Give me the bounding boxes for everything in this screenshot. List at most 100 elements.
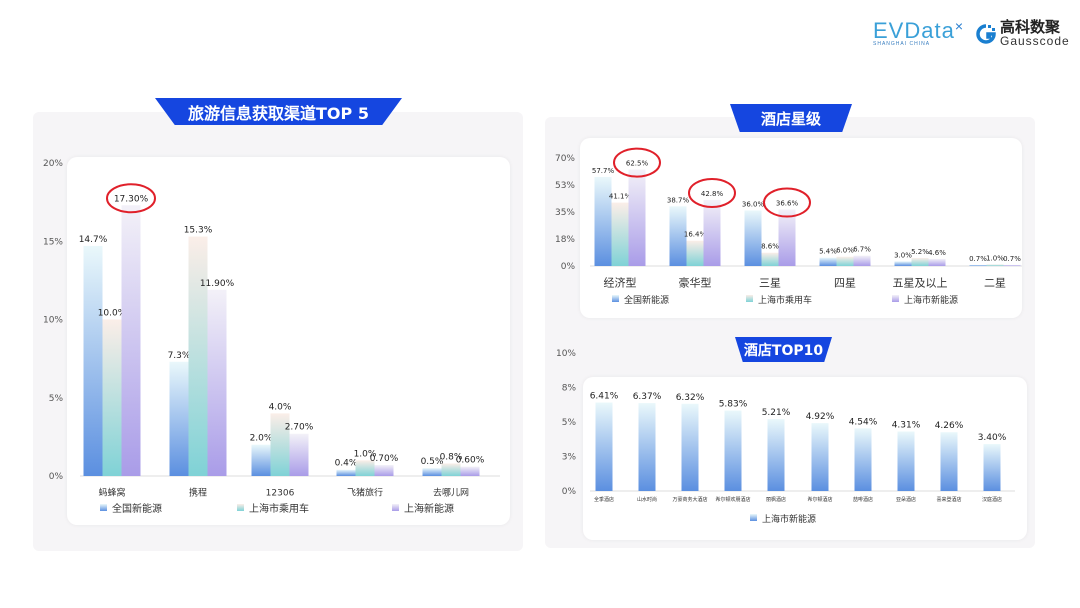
bar: [724, 410, 742, 491]
bar-value-label: 6.0%: [836, 247, 854, 255]
x-category-label: 去哪儿网: [433, 487, 469, 499]
bar: [767, 419, 785, 491]
gausscode-cn-name: 高科数聚: [1000, 19, 1061, 36]
y-tick-label: 10%: [43, 316, 63, 326]
bar-value-label: 2.0%: [250, 434, 273, 444]
bar: [669, 206, 687, 266]
bar: [911, 257, 929, 266]
bar: [894, 261, 912, 266]
legend-label: 上海市新能源: [762, 513, 816, 525]
bar-value-label: 15.3%: [184, 226, 213, 236]
legend-label: 全国新能源: [624, 294, 669, 306]
x-category-label: 四星: [834, 276, 856, 289]
bar-value-label: 36.0%: [742, 200, 765, 208]
bar-value-label: 14.7%: [79, 235, 108, 245]
y-tick-label: 18%: [555, 235, 575, 245]
bar-value-label: 6.32%: [676, 393, 705, 403]
x-category-label: 希尔顿酒店: [807, 496, 832, 503]
gausscode-logo: 高科数聚 Gausscode: [975, 20, 1070, 47]
legend-swatch: [392, 504, 399, 511]
bar: [897, 431, 915, 491]
bar: [628, 169, 646, 266]
x-category-label: 丽枫酒店: [766, 496, 786, 503]
bar-value-label: 0.60%: [456, 456, 485, 466]
bar-value-label: 0.4%: [335, 459, 358, 469]
bar-value-label: 16.4%: [684, 231, 707, 239]
bar: [638, 403, 656, 491]
y-tick-label: 8%: [562, 384, 577, 394]
bar-value-label: 17.30%: [114, 194, 149, 204]
bar: [744, 210, 762, 266]
bar-value-label: 6.7%: [853, 246, 871, 254]
y-tick-label: 0%: [562, 487, 577, 497]
x-category-label: 飞猪旅行: [347, 487, 383, 499]
x-mark-icon: ×: [954, 18, 965, 34]
bar: [819, 257, 837, 266]
bar: [460, 466, 480, 476]
bar: [169, 361, 189, 476]
x-category-label: 豪华型: [679, 275, 712, 289]
bar: [441, 463, 461, 476]
bar-value-label: 4.31%: [892, 421, 921, 431]
bar-value-label: 3.0%: [894, 251, 912, 259]
y-tick-label: 0%: [49, 472, 64, 482]
legend-label: 全国新能源: [112, 502, 162, 515]
bar: [681, 403, 699, 491]
bar-value-label: 4.92%: [806, 412, 835, 422]
x-category-label: 经济型: [604, 275, 637, 289]
bar-value-label: 4.6%: [928, 249, 946, 257]
y-tick-label: 5%: [49, 394, 64, 404]
y-tick-label: 35%: [555, 208, 575, 218]
bar: [1003, 264, 1021, 266]
bar-value-label: 7.3%: [168, 351, 191, 361]
x-category-label: 希尔顿欢朋酒店: [715, 496, 750, 503]
x-category-label: 二星: [984, 276, 1006, 289]
evdata-logo: EVData× SHANGHAI CHINA: [873, 18, 964, 47]
bar: [422, 468, 442, 476]
legend-label: 上海新能源: [404, 502, 454, 515]
bar-value-label: 38.7%: [667, 196, 690, 204]
bar-value-label: 1.0%: [354, 449, 377, 459]
bar: [686, 240, 704, 266]
highlight-circle: [613, 147, 661, 178]
bar-value-label: 4.54%: [849, 417, 878, 427]
bar-value-label: 1.0%: [986, 254, 1004, 262]
bar-value-label: 41.1%: [609, 193, 632, 201]
bar: [928, 258, 946, 266]
bar-value-label: 10.0%: [98, 309, 127, 319]
bar: [761, 252, 779, 266]
bar-value-label: 62.5%: [626, 160, 649, 168]
bar-value-label: 3.40%: [978, 433, 1007, 443]
bar-value-label: 11.90%: [200, 279, 235, 289]
bar: [336, 469, 356, 476]
bar: [188, 236, 208, 476]
x-category-label: 万豪商务大酒店: [672, 496, 707, 503]
legend-swatch: [612, 295, 619, 302]
bar: [986, 264, 1004, 266]
bar: [595, 402, 613, 491]
x-category-label: 三星: [759, 276, 781, 289]
bar-value-label: 57.7%: [592, 167, 615, 175]
bar-value-label: 0.8%: [440, 452, 463, 462]
legend-swatch: [892, 295, 899, 302]
bar: [121, 205, 141, 476]
bar-value-label: 0.7%: [1003, 255, 1021, 263]
bar: [102, 319, 122, 476]
bar: [374, 465, 394, 476]
gausscode-en-name: Gausscode: [1000, 34, 1070, 48]
hotel-star-card: [580, 138, 1022, 318]
y-tick-label: 0%: [561, 262, 576, 272]
highlight-circle: [688, 177, 736, 208]
bar: [289, 433, 309, 476]
bar: [811, 423, 829, 491]
bar: [355, 460, 375, 476]
x-category-label: 蚂蜂窝: [98, 487, 125, 499]
bar: [983, 444, 1001, 491]
y-tick-label: 20%: [43, 159, 63, 169]
x-category-label: 喆啡酒店: [853, 496, 873, 503]
bar-value-label: 8.6%: [761, 243, 779, 251]
legend-swatch: [237, 504, 244, 511]
bar: [836, 256, 854, 266]
